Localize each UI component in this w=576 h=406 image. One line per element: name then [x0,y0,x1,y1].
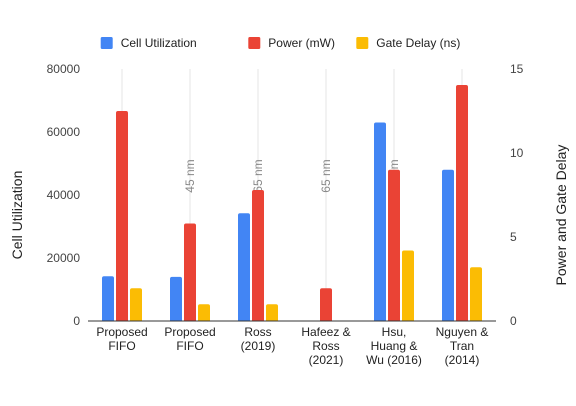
y-right-tick-label: 5 [510,230,517,244]
legend: Cell Utilization Power (mW) Gate Delay (ns… [100,36,460,50]
x-category-label: Proposed [96,325,147,339]
bar-power-mw [116,111,128,321]
y-axis-ticks: 0 20000 40000 60000 80000 [47,62,81,328]
y-tick-label: 80000 [47,62,81,76]
bar-power-mw [184,223,196,321]
y-tick-label: 0 [73,314,80,328]
bar-power-mw [320,288,332,321]
y-right-tick-label: 10 [510,146,524,160]
x-category-label: Ross [312,339,339,353]
y-axis-right-ticks: 0 5 10 15 [510,62,524,328]
bar-gate-delay-ns [198,304,210,321]
legend-swatch [248,37,261,49]
x-category-label: Hsu, [382,325,407,339]
x-category-label: FIFO [176,339,203,353]
x-category-label: (2019) [241,339,276,353]
bar-gate-delay-ns [402,250,414,321]
x-category-label: FIFO [108,339,135,353]
bar-gate-delay-ns [266,304,278,321]
process-node-label: 45 nm [183,159,197,192]
legend-label: Cell Utilization [121,36,197,50]
legend-swatch [100,37,113,49]
x-category-label: Wu (2016) [366,353,422,367]
bar-power-mw [388,169,400,321]
process-node-label: 65 nm [251,159,265,192]
x-category-label: Tran [450,339,474,353]
bar-gate-delay-ns [470,267,482,321]
bar-cell-utilization [238,213,250,321]
x-category-label: Huang & [371,339,418,353]
y-tick-label: 40000 [47,188,81,202]
x-category-label: Hafeez & [301,325,350,339]
bar-power-mw [456,84,468,322]
bar-cell-utilization [374,122,386,321]
process-node-label: 65 nm [319,159,333,192]
x-category-label: (2014) [445,353,480,367]
x-category-label: Proposed [164,325,215,339]
x-category-label: (2021) [309,353,344,367]
y-axis-title: Cell Utilization [9,171,25,260]
legend-label: Gate Delay (ns) [376,36,460,50]
legend-label: Power (mW) [268,36,335,50]
y-tick-label: 60000 [47,125,81,139]
y-axis-right-title: Power and Gate Delay [553,145,569,286]
y-right-tick-label: 15 [510,62,524,76]
x-category-label: Nguyen & [436,325,489,339]
bar-gate-delay-ns [130,288,142,321]
bars [102,84,482,322]
bar-power-mw [252,189,264,321]
x-axis-categories: ProposedFIFOProposedFIFORoss(2019)Hafeez… [96,325,488,367]
bar-cell-utilization [442,169,454,321]
bar-cell-utilization [102,276,114,321]
legend-swatch [356,37,369,49]
bar-cell-utilization [170,276,182,321]
x-category-label: Ross [244,325,271,339]
y-right-tick-label: 0 [510,314,517,328]
y-tick-label: 20000 [47,251,81,265]
